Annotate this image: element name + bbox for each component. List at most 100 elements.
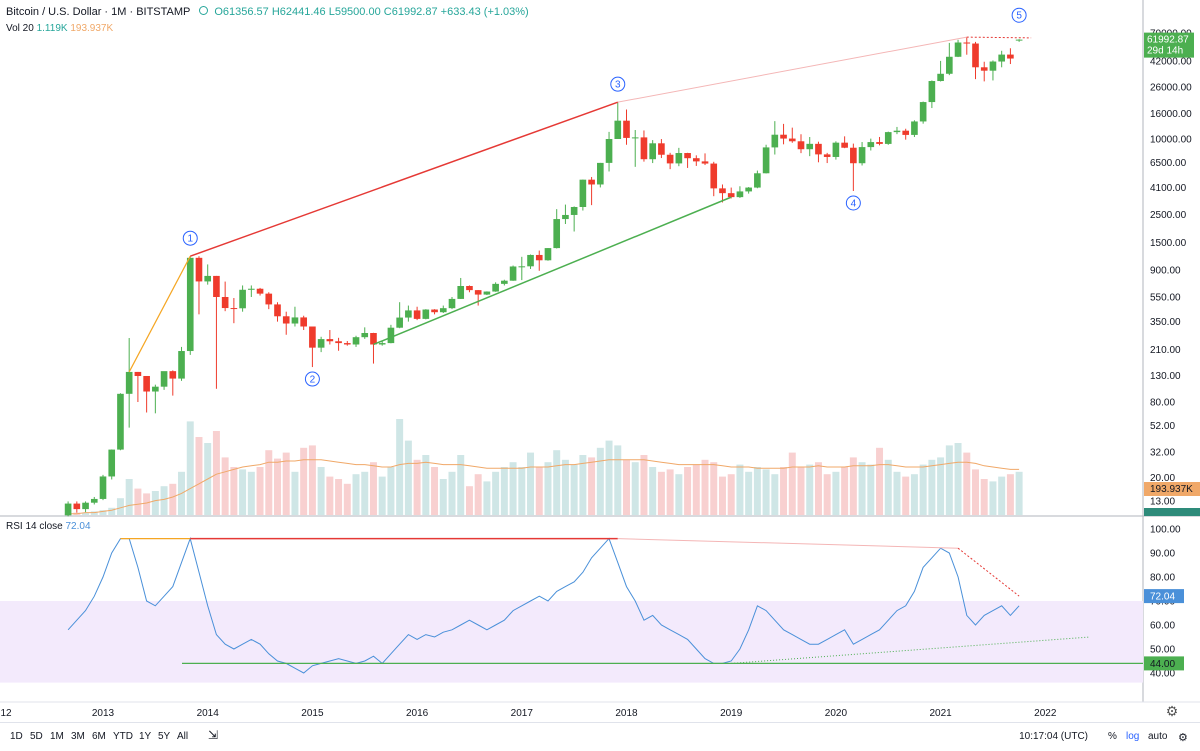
candle-body	[125, 371, 133, 394]
candle-body	[343, 343, 351, 345]
candle-body	[710, 163, 718, 189]
price-chart[interactable]: 1234570000.0042000.0026000.0016000.00100…	[0, 0, 1200, 722]
volume-bar	[954, 443, 962, 515]
candle-body	[893, 130, 901, 133]
timeframe-5y[interactable]: 5Y	[158, 731, 171, 742]
timeframe-1y[interactable]: 1Y	[139, 731, 152, 742]
date-range-icon[interactable]: ⇲	[208, 728, 219, 742]
volume-bar	[457, 455, 465, 515]
volume-bar	[718, 476, 726, 515]
volume-bar	[893, 471, 901, 515]
volume-bar	[317, 467, 325, 515]
ohlc-low: L59500.00	[328, 6, 381, 18]
timeframe-all[interactable]: All	[177, 731, 189, 742]
candle-body	[911, 121, 918, 135]
volume-bar	[169, 483, 177, 515]
candle-body	[483, 291, 491, 295]
volume-bar	[439, 479, 447, 515]
candle-body	[841, 142, 848, 148]
candle-body	[850, 147, 857, 164]
candle-body	[300, 317, 307, 327]
volume-bar	[335, 479, 343, 515]
volume-bar	[919, 464, 927, 515]
volume-bar	[771, 474, 779, 515]
wave-label-circle	[610, 76, 626, 92]
candle-body	[169, 371, 177, 379]
candle-body	[492, 283, 499, 292]
volume-bar	[282, 452, 290, 515]
gear-icon[interactable]: ⚙	[1178, 732, 1188, 744]
volume-bar	[387, 467, 395, 515]
volume-bar	[343, 483, 351, 515]
volume-bar	[963, 452, 971, 515]
volume-bar	[684, 467, 692, 515]
candle-body	[413, 310, 421, 319]
price-tick-label: 2500.00	[1150, 210, 1187, 221]
volume-bar	[553, 450, 561, 515]
volume-bar	[631, 462, 639, 515]
volume-bar	[413, 459, 421, 515]
candle-body	[658, 143, 665, 155]
volume-bar	[212, 431, 220, 515]
volume-bar	[910, 474, 918, 515]
volume-bar	[649, 467, 657, 515]
log-toggle[interactable]: log	[1126, 731, 1140, 742]
candle-body	[195, 257, 203, 282]
rsi-divergence-dotted	[957, 547, 1020, 597]
rsi-tick-label: 90.00	[1150, 549, 1175, 560]
bottom-toolbar: 1D 5D 1M 3M 6M YTD 1Y 5Y All ⇲ 10:17:04 …	[0, 722, 1200, 751]
price-tick-label: 13.00	[1150, 497, 1175, 508]
clock-readout[interactable]: 10:17:04 (UTC)	[1019, 731, 1088, 742]
candle-body	[396, 317, 403, 328]
vol-badge	[1144, 508, 1200, 516]
volume-bar	[99, 510, 107, 515]
auto-toggle[interactable]: auto	[1148, 731, 1168, 742]
candle-body	[265, 293, 273, 305]
timeframe-1d[interactable]: 1D	[10, 731, 23, 742]
candle-body	[876, 142, 883, 144]
percent-toggle[interactable]: %	[1108, 731, 1117, 742]
candle-body	[675, 153, 683, 164]
rsi-value-badge-label: 72.04	[1150, 592, 1175, 603]
price-tick-label: 10000.00	[1150, 135, 1192, 146]
candle-body	[143, 375, 150, 392]
market-status-icon	[199, 6, 209, 15]
candle-body	[570, 206, 578, 215]
timeframe-6m[interactable]: 6M	[92, 731, 106, 742]
volume-label[interactable]: Vol 20	[6, 23, 34, 34]
gear-icon[interactable]: ⚙	[1165, 703, 1179, 719]
wave-label: 1	[187, 234, 193, 245]
wave-label-circle	[1011, 7, 1027, 23]
volume-bar	[518, 467, 526, 515]
timeframe-1m[interactable]: 1M	[50, 731, 64, 742]
resistance-line	[189, 101, 619, 257]
volume-bar	[448, 471, 456, 515]
timeframe-5d[interactable]: 5D	[30, 731, 43, 742]
volume-bar	[832, 471, 840, 515]
volume-bar	[605, 440, 613, 515]
candle-body	[256, 288, 264, 294]
timeframe-ytd[interactable]: YTD	[113, 731, 133, 742]
volume-bar	[675, 474, 683, 515]
candle-body	[832, 142, 840, 157]
price-tick-label: 32.00	[1150, 447, 1175, 458]
candle-body	[439, 308, 447, 313]
volume-bar	[806, 464, 814, 515]
price-tick-label: 4100.00	[1150, 183, 1187, 194]
timeframe-3m[interactable]: 3M	[71, 731, 85, 742]
candle-body	[623, 120, 630, 138]
candle-body	[692, 158, 700, 162]
candle-body	[544, 248, 552, 261]
candle-body	[937, 73, 944, 82]
candle-body	[684, 153, 691, 159]
volume-bar	[230, 467, 238, 515]
candle-body	[605, 139, 613, 163]
volume-bar	[265, 450, 273, 515]
volume-bar	[745, 471, 753, 515]
symbol-title[interactable]: Bitcoin / U.S. Dollar · 1M · BITSTAMP	[6, 6, 191, 18]
rsi-label[interactable]: RSI 14 close	[6, 521, 63, 532]
rsi-band	[0, 601, 1143, 683]
volume-bar	[82, 512, 90, 515]
candle-body	[701, 161, 709, 164]
volume-ma-line	[68, 459, 1020, 515]
